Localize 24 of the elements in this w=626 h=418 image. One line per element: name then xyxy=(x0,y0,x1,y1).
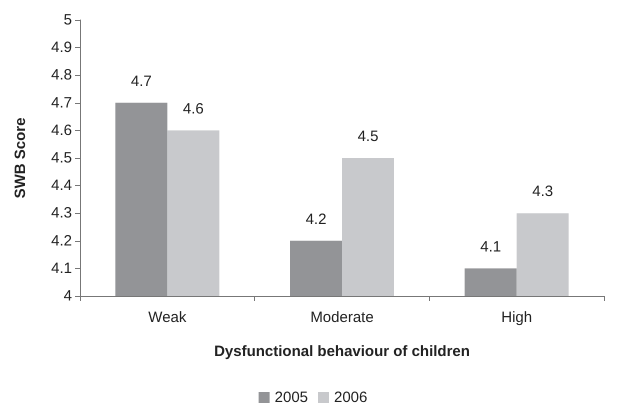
y-tick-label: 4.6 xyxy=(51,122,72,139)
data-label: 4.1 xyxy=(480,238,502,256)
legend-label: 2006 xyxy=(334,389,368,406)
x-tick-label: High xyxy=(501,309,532,326)
data-label: 4.3 xyxy=(532,183,554,200)
x-tick-label: Moderate xyxy=(310,309,374,326)
y-tick-label: 4.1 xyxy=(51,260,72,277)
data-label: 4.5 xyxy=(358,128,378,145)
x-axis-title: Dysfunctional behaviour of children xyxy=(214,343,470,360)
y-tick-label: 5 xyxy=(64,12,72,28)
y-tick-label: 4.4 xyxy=(51,177,72,194)
data-label: 4.7 xyxy=(130,72,152,90)
y-tick-label: 4.9 xyxy=(51,39,72,56)
y-axis-title: SWB Score xyxy=(12,118,29,198)
y-tick-label: 4.8 xyxy=(51,66,72,84)
legend-label: 2005 xyxy=(274,389,308,406)
data-label: 4.2 xyxy=(306,210,326,228)
data-label: 4.6 xyxy=(182,100,204,118)
y-tick-label: 4.3 xyxy=(51,204,72,222)
y-tick-label: 4.7 xyxy=(51,94,72,112)
y-tick-label: 4.2 xyxy=(51,232,72,250)
y-tick-label: 4 xyxy=(64,288,72,304)
y-tick-label: 4.5 xyxy=(51,150,72,166)
x-tick-label: Weak xyxy=(148,309,187,326)
